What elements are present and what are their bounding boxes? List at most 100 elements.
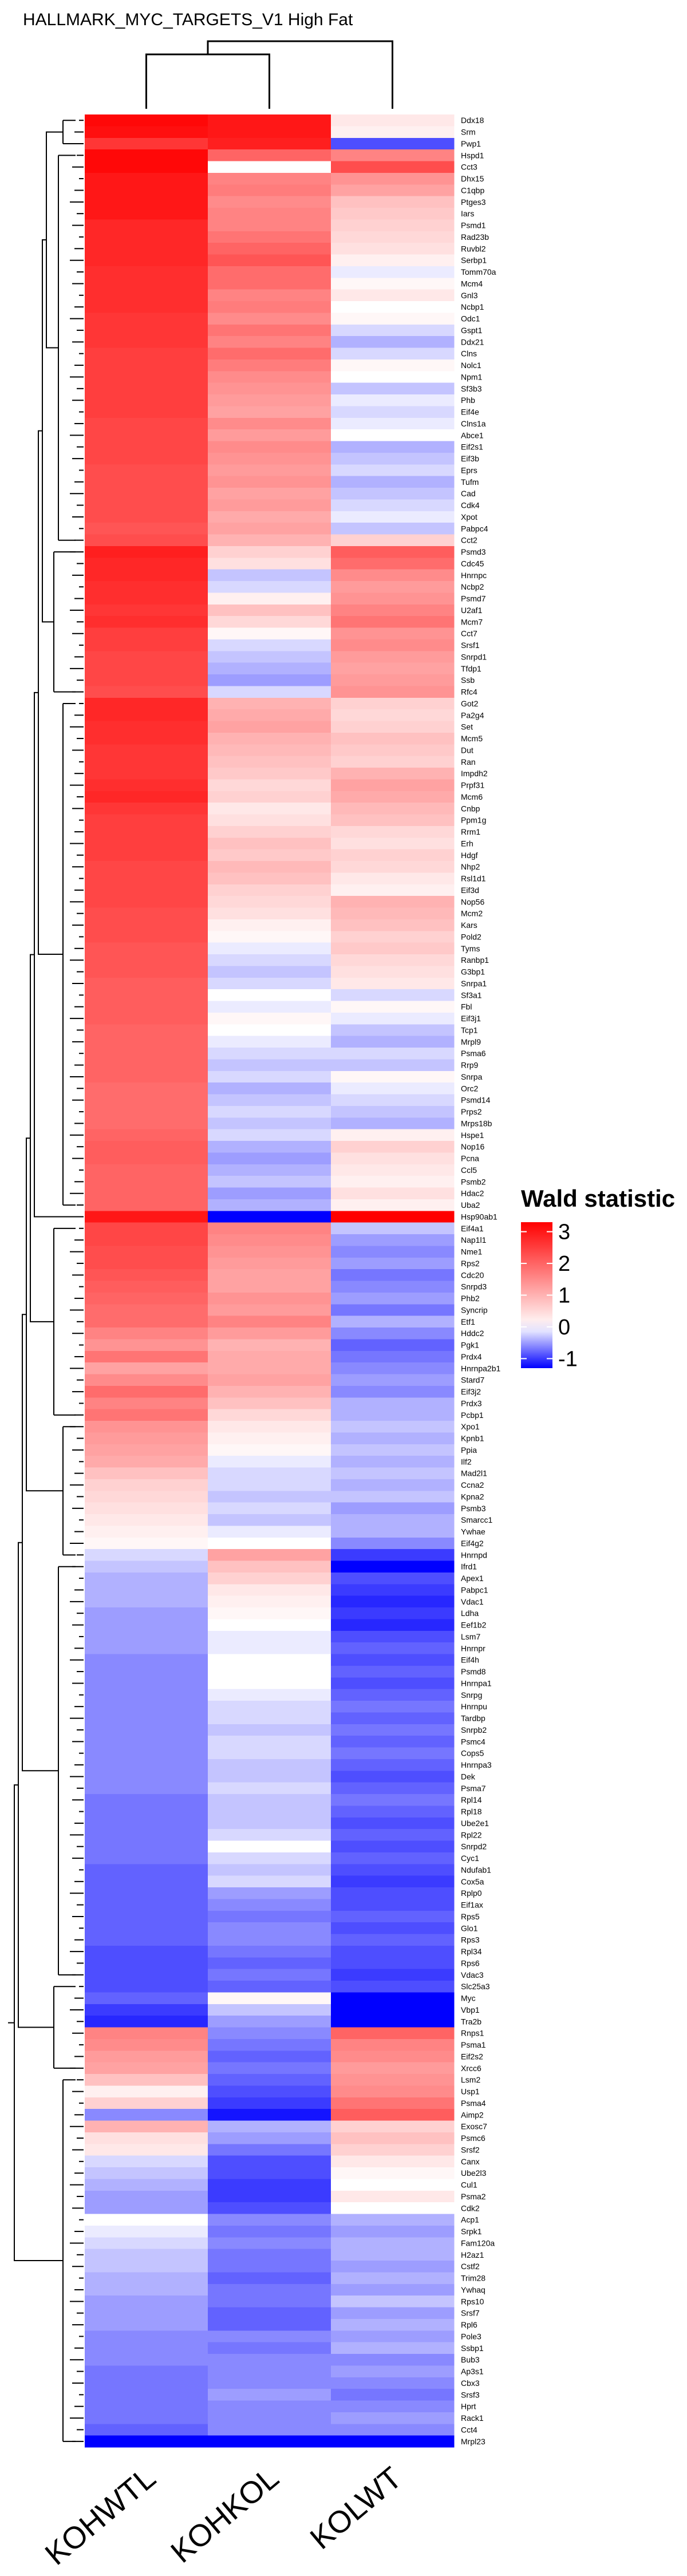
heatmap-cell	[331, 1724, 455, 1736]
heatmap-cell	[331, 2085, 455, 2098]
row-label: Glo1	[461, 1923, 478, 1933]
heatmap-cell	[208, 1444, 331, 1456]
heatmap-cell	[331, 1082, 455, 1095]
heatmap-cell	[331, 2307, 455, 2320]
heatmap-cell	[85, 639, 208, 651]
heatmap-cell	[85, 896, 208, 908]
column-label: KOHWTL	[39, 2460, 163, 2571]
heatmap-cell	[331, 1701, 455, 1713]
heatmap-cell	[85, 1315, 208, 1328]
row-label: Set	[461, 722, 473, 732]
row-label: Psmd7	[461, 594, 486, 603]
heatmap-cell	[85, 721, 208, 733]
heatmap-cell	[208, 1665, 331, 1678]
heatmap-cell	[85, 359, 208, 372]
heatmap-cell	[331, 1409, 455, 1421]
heatmap-cell	[208, 1945, 331, 1958]
heatmap-cell	[85, 1852, 208, 1864]
heatmap-cell	[331, 1864, 455, 1876]
heatmap-cell	[208, 1712, 331, 1725]
heatmap-cell	[331, 791, 455, 803]
dendrogram-branch	[46, 131, 63, 349]
row-label: Sf3a1	[461, 990, 482, 999]
heatmap-cell	[208, 1152, 331, 1165]
dendrogram-branch	[145, 53, 270, 109]
heatmap-cell	[208, 2389, 331, 2401]
heatmap-cell	[85, 2167, 208, 2179]
row-label: Ran	[461, 757, 476, 767]
heatmap-cell	[208, 837, 331, 850]
heatmap-cell	[331, 1176, 455, 1188]
heatmap-cell	[331, 1211, 455, 1223]
row-label: Rpl18	[461, 1807, 482, 1816]
heatmap-cell	[331, 2249, 455, 2261]
heatmap-cell	[85, 254, 208, 267]
heatmap-cell	[208, 1281, 331, 1293]
heatmap-cell	[331, 803, 455, 815]
row-label: Rps10	[461, 2297, 484, 2306]
heatmap-cell	[85, 2132, 208, 2144]
heatmap-cell	[331, 1560, 455, 1573]
row-label: Canx	[461, 2157, 480, 2166]
heatmap-cell	[331, 569, 455, 582]
heatmap-cell	[331, 2027, 455, 2040]
heatmap-cell	[331, 1421, 455, 1433]
heatmap-cell	[331, 2283, 455, 2296]
heatmap-cell	[85, 1479, 208, 1491]
heatmap-cell	[208, 1327, 331, 1340]
heatmap-cell	[85, 592, 208, 605]
heatmap-cell	[331, 1012, 455, 1025]
heatmap-cell	[331, 1199, 455, 1211]
legend-tick-label: 1	[558, 1284, 570, 1308]
row-label: Bub3	[461, 2355, 480, 2364]
heatmap-cell	[208, 1176, 331, 1188]
heatmap-cell	[331, 149, 455, 161]
heatmap-cell	[85, 732, 208, 745]
row-label: Ywhae	[461, 1527, 485, 1536]
heatmap-cell	[331, 126, 455, 139]
heatmap-cell	[85, 1864, 208, 1876]
heatmap-cell	[331, 1689, 455, 1701]
row-label: Rfc4	[461, 688, 477, 697]
heatmap-cell	[208, 884, 331, 896]
heatmap-cell	[208, 1094, 331, 1107]
row-label: Snrpb2	[461, 1725, 487, 1735]
row-label: Eif4a1	[461, 1224, 484, 1233]
heatmap-cell	[208, 942, 331, 955]
heatmap-cell	[85, 2272, 208, 2285]
heatmap-cell	[85, 872, 208, 885]
heatmap-cell	[85, 791, 208, 803]
row-label: Nap1l1	[461, 1235, 487, 1244]
row-label: Psma1	[461, 2040, 486, 2049]
heatmap-cell	[331, 301, 455, 313]
heatmap-cell	[208, 907, 331, 920]
heatmap-cell	[208, 2167, 331, 2179]
heatmap-cell	[331, 1094, 455, 1107]
heatmap-cell	[331, 1350, 455, 1363]
row-label: Eif2s2	[461, 2052, 483, 2061]
heatmap-cell	[208, 1910, 331, 1923]
heatmap-cell	[208, 266, 331, 278]
row-label: Pole3	[461, 2332, 481, 2341]
heatmap-cell	[85, 2120, 208, 2133]
heatmap-cell	[208, 1549, 331, 1561]
row-label: Eif3d	[461, 886, 479, 895]
heatmap-cell	[208, 2132, 331, 2144]
heatmap-cell	[85, 569, 208, 582]
heatmap-cell	[85, 2155, 208, 2168]
heatmap-cell	[85, 814, 208, 827]
heatmap-cell	[208, 1211, 331, 1223]
heatmap-cell	[208, 977, 331, 990]
row-label: Pcna	[461, 1154, 479, 1163]
heatmap-cell	[208, 1584, 331, 1597]
heatmap-cell	[85, 651, 208, 663]
heatmap-cell	[85, 861, 208, 873]
heatmap-cell	[208, 2400, 331, 2413]
dendrogram-branch	[22, 1314, 58, 1772]
heatmap-cell	[85, 2179, 208, 2191]
heatmap-cell	[85, 1875, 208, 1888]
heatmap-cell	[331, 2435, 455, 2448]
heatmap-cell	[331, 1747, 455, 1760]
heatmap-cell	[208, 849, 331, 862]
heatmap-cell	[208, 954, 331, 966]
